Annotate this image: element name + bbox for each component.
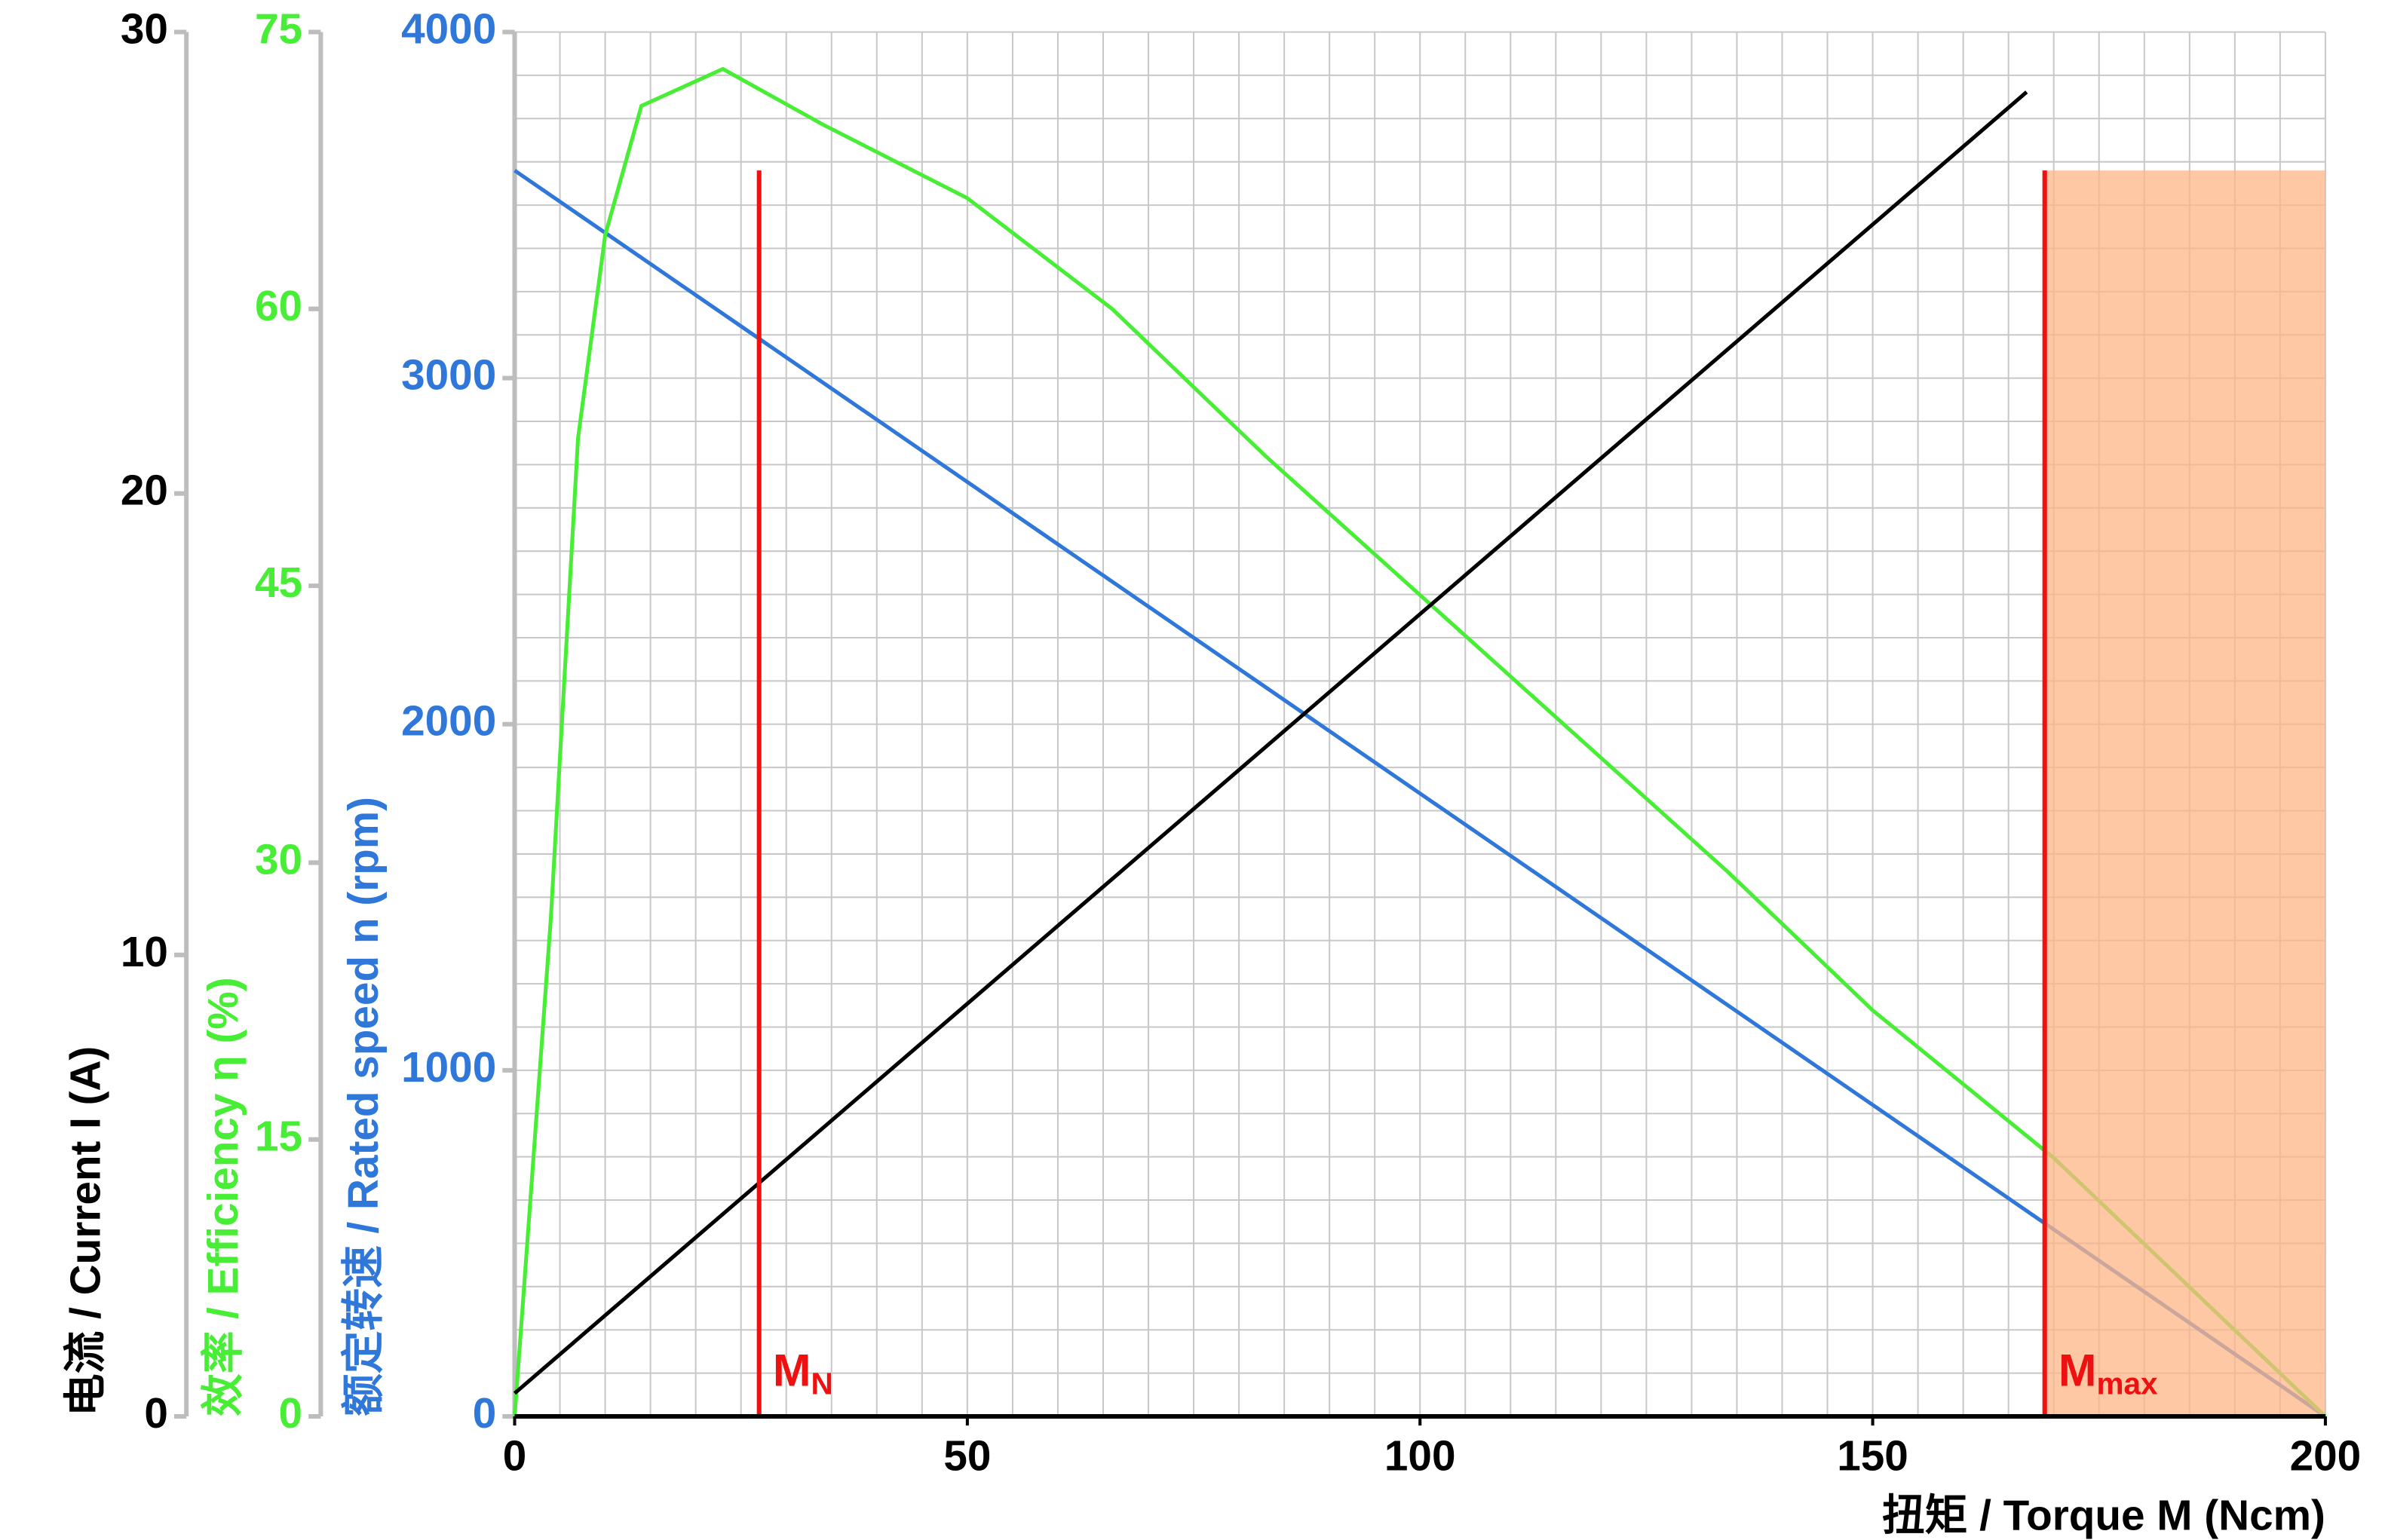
y-tick-label: 1000 <box>401 1044 496 1091</box>
y-tick-label: 60 <box>255 283 302 330</box>
y2-axis-title: 效率 / Efficiency η (%) <box>200 977 247 1416</box>
y-tick-label: 75 <box>255 5 302 53</box>
y-tick-label: 0 <box>473 1390 497 1437</box>
marker-label-main: M <box>2059 1344 2097 1395</box>
x-tick-label: 0 <box>503 1433 527 1480</box>
marker-label: MN <box>773 1344 833 1401</box>
y-tick-label: 4000 <box>401 5 496 53</box>
series-line <box>513 169 2327 1419</box>
y-tick-label: 0 <box>144 1390 168 1437</box>
y-tick-label: 10 <box>121 929 168 976</box>
x-tick-label: 200 <box>2290 1433 2362 1480</box>
y-tick-label: 3000 <box>401 352 496 400</box>
y-tick-label: 45 <box>255 559 302 607</box>
y-tick-label: 30 <box>121 5 168 53</box>
y-tick-label: 15 <box>255 1113 302 1161</box>
marker-label-main: M <box>773 1344 811 1395</box>
y-tick-label: 0 <box>279 1390 303 1437</box>
x-tick-label: 100 <box>1384 1433 1456 1480</box>
y-tick-label: 20 <box>121 467 168 515</box>
marker-label: Mmax <box>2059 1344 2158 1401</box>
y-tick-label: 2000 <box>401 698 496 746</box>
x-axis-title: 扭矩 / Torque M (Ncm) <box>1882 1493 2325 1540</box>
series-line <box>513 90 2028 1395</box>
series-line <box>512 66 2327 1418</box>
y-tick-label: 30 <box>255 836 302 883</box>
marker-label-sub: N <box>811 1366 833 1401</box>
marker-label-sub: max <box>2097 1366 2159 1401</box>
y3-axis-title: 电流 / Current I (A) <box>63 1046 110 1416</box>
y-axis-title: 额定转速 / Rated speed n (rpm) <box>340 797 388 1416</box>
x-tick-label: 150 <box>1837 1433 1908 1480</box>
x-tick-label: 50 <box>943 1433 991 1480</box>
shaded-region <box>2044 170 2325 1416</box>
